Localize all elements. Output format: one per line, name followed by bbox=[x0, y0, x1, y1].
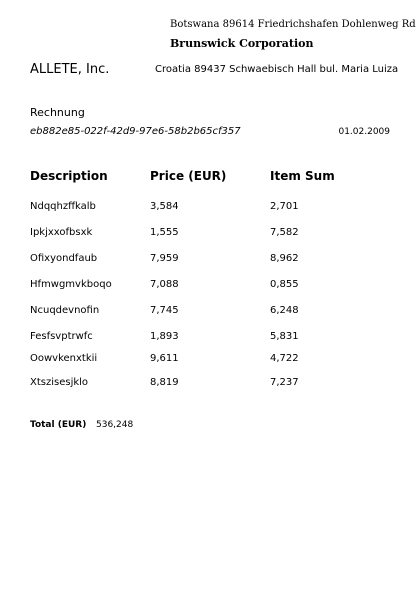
document-date: 01.02.2009 bbox=[338, 127, 390, 137]
header-price: Price (EUR) bbox=[150, 169, 227, 183]
document-id: eb882e85-022f-42d9-97e6-58b2b65cf357 bbox=[30, 126, 241, 137]
table-row: Ndqqhzffkalb 3,584 2,701 bbox=[0, 201, 420, 221]
item-description: Oowvkenxtkii bbox=[30, 353, 98, 364]
table-row: Ipkjxxofbsxk 1,555 7,582 bbox=[0, 227, 420, 247]
item-price: 7,959 bbox=[150, 253, 179, 264]
item-sum: 2,701 bbox=[270, 201, 299, 212]
table-row: Oowvkenxtkii 9,611 4,722 bbox=[0, 353, 420, 373]
item-sum: 4,722 bbox=[270, 353, 299, 364]
item-sum: 0,855 bbox=[270, 279, 299, 290]
table-row: Hfmwgmvkboqo 7,088 0,855 bbox=[0, 279, 420, 299]
table-row: Ncuqdevnofin 7,745 6,248 bbox=[0, 305, 420, 325]
item-sum: 5,831 bbox=[270, 331, 299, 342]
item-description: Hfmwgmvkboqo bbox=[30, 279, 112, 290]
item-sum: 7,237 bbox=[270, 377, 299, 388]
item-price: 3,584 bbox=[150, 201, 179, 212]
item-price: 7,088 bbox=[150, 279, 179, 290]
item-price: 8,819 bbox=[150, 377, 179, 388]
recipient-company: ALLETE, Inc. bbox=[30, 62, 110, 77]
recipient-address: Croatia 89437 Schwaebisch Hall bul. Mari… bbox=[155, 64, 399, 75]
item-sum: 6,248 bbox=[270, 305, 299, 316]
item-price: 1,893 bbox=[150, 331, 179, 342]
item-price: 9,611 bbox=[150, 353, 179, 364]
item-price: 1,555 bbox=[150, 227, 179, 238]
item-price: 7,745 bbox=[150, 305, 179, 316]
item-description: Ndqqhzffkalb bbox=[30, 201, 96, 212]
table-row: Fesfsvptrwfc 1,893 5,831 bbox=[0, 331, 420, 351]
item-description: Ofixyondfaub bbox=[30, 253, 98, 264]
sender-address: Botswana 89614 Friedrichshafen Dohlenweg… bbox=[170, 19, 416, 30]
table-row: Xtszisesjklo 8,819 7,237 bbox=[0, 377, 420, 397]
sender-company: Brunswick Corporation bbox=[170, 37, 314, 50]
document-label: Rechnung bbox=[30, 106, 85, 119]
item-sum: 8,962 bbox=[270, 253, 299, 264]
item-description: Fesfsvptrwfc bbox=[30, 331, 93, 342]
table-row: Ofixyondfaub 7,959 8,962 bbox=[0, 253, 420, 273]
header-description: Description bbox=[30, 169, 108, 183]
item-sum: 7,582 bbox=[270, 227, 299, 238]
item-description: Ipkjxxofbsxk bbox=[30, 227, 93, 238]
total-label: Total (EUR) bbox=[30, 420, 87, 430]
item-description: Xtszisesjklo bbox=[30, 377, 89, 388]
item-description: Ncuqdevnofin bbox=[30, 305, 100, 316]
header-item-sum: Item Sum bbox=[270, 169, 335, 183]
total-value: 536,248 bbox=[96, 420, 134, 430]
